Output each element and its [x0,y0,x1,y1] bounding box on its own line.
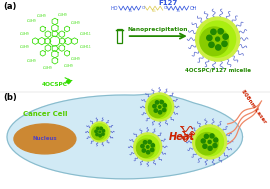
Circle shape [214,138,218,142]
Text: HO: HO [110,6,118,11]
Circle shape [151,144,154,147]
Circle shape [209,42,214,47]
Circle shape [99,131,101,133]
Text: Nucleus: Nucleus [33,136,57,141]
Circle shape [90,122,110,142]
Circle shape [148,140,151,144]
Text: $C_4H_9$: $C_4H_9$ [70,55,80,63]
Text: Nanoprecipitation: Nanoprecipitation [127,27,188,32]
Circle shape [155,101,159,104]
Circle shape [207,35,212,40]
Circle shape [154,109,157,112]
Text: 75: 75 [175,9,180,13]
Text: 4OCSPC/F127 micelle: 4OCSPC/F127 micelle [185,67,251,72]
Circle shape [208,140,211,143]
Circle shape [136,136,159,158]
Text: $C_4H_9$: $C_4H_9$ [56,11,68,19]
Text: 65: 65 [151,9,156,13]
Circle shape [134,133,162,161]
Text: $C_4H_9$: $C_4H_9$ [19,44,30,51]
Circle shape [102,130,105,132]
Circle shape [201,139,205,143]
Circle shape [196,132,218,155]
Circle shape [137,139,155,157]
Circle shape [148,99,167,117]
FancyArrowPatch shape [130,34,185,39]
Circle shape [100,127,102,130]
Circle shape [163,104,167,107]
Text: Heat: Heat [169,132,195,142]
Text: $C_4H_9$: $C_4H_9$ [26,57,37,64]
Text: $C_4H_9$: $C_4H_9$ [70,19,80,27]
Circle shape [146,150,150,154]
Circle shape [160,100,163,104]
Circle shape [158,106,161,108]
Text: O: O [164,6,167,10]
Circle shape [216,45,221,50]
Text: $C_4H_{11}$: $C_4H_{11}$ [79,44,92,51]
Text: O: O [142,6,145,10]
Text: $C_4H_{11}$: $C_4H_{11}$ [79,31,92,38]
Circle shape [99,135,101,137]
Circle shape [204,134,208,138]
Circle shape [150,148,154,152]
Text: F127: F127 [158,0,177,6]
Circle shape [222,41,227,46]
Circle shape [146,93,174,121]
Text: 808nm Laser: 808nm Laser [240,88,267,124]
Text: (b): (b) [3,93,17,102]
Circle shape [208,146,212,150]
Circle shape [92,126,105,139]
Text: $C_4H_9$: $C_4H_9$ [36,13,47,20]
Text: 75: 75 [127,9,132,13]
Circle shape [218,29,223,34]
Circle shape [203,144,207,148]
Circle shape [141,144,144,148]
Text: (a): (a) [3,2,16,11]
Circle shape [95,130,97,132]
Circle shape [193,125,227,159]
Text: $C_4H_9$: $C_4H_9$ [19,31,30,38]
Circle shape [148,95,171,119]
Circle shape [96,133,98,136]
Circle shape [97,127,99,130]
Circle shape [102,133,104,135]
Circle shape [200,21,236,57]
Circle shape [223,34,228,39]
Circle shape [153,105,156,108]
Text: $C_4H_9$: $C_4H_9$ [63,63,74,70]
Circle shape [213,143,217,148]
Circle shape [143,141,147,144]
Circle shape [163,108,166,112]
Circle shape [92,124,108,140]
Text: Cancer Cell: Cancer Cell [23,111,67,117]
Text: 4OCSPC: 4OCSPC [42,82,68,87]
Ellipse shape [14,124,76,154]
Circle shape [196,17,239,61]
Circle shape [196,128,224,156]
Circle shape [210,134,214,138]
Circle shape [216,37,220,41]
Text: $C_4H_9$: $C_4H_9$ [26,18,37,25]
Text: $C_4H_9$: $C_4H_9$ [42,64,53,72]
Polygon shape [7,94,242,179]
Text: OH: OH [190,6,197,11]
Circle shape [142,149,146,152]
Point [66,79,70,82]
Circle shape [211,29,216,35]
Bar [117,29,122,43]
Circle shape [200,27,229,56]
Circle shape [158,111,162,114]
Circle shape [146,146,149,148]
